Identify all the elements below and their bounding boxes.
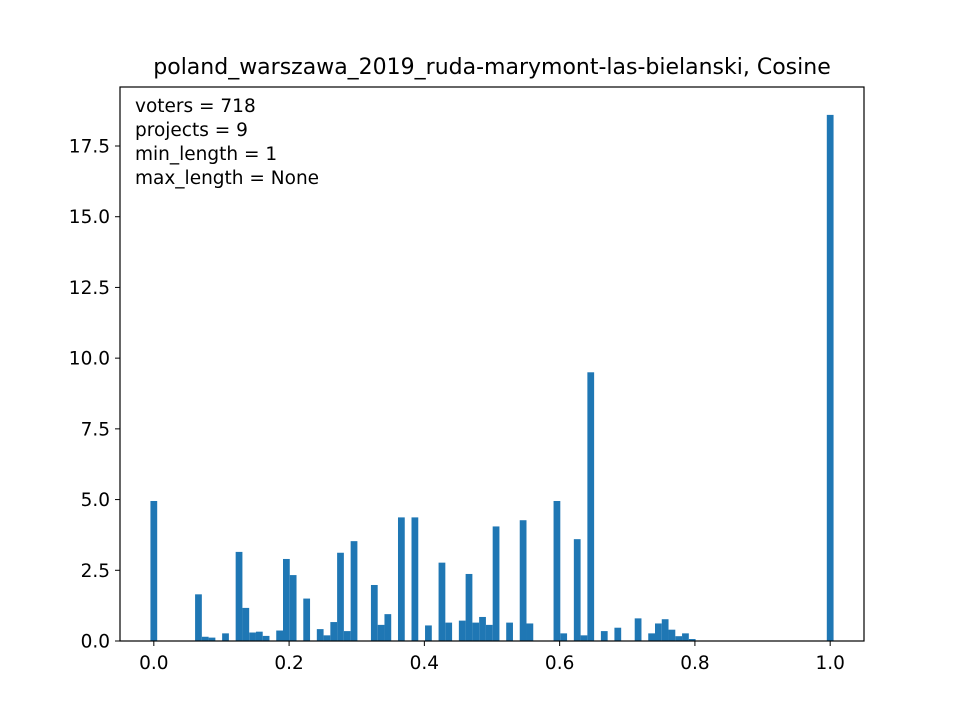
histogram-bar xyxy=(573,539,581,641)
histogram-bar xyxy=(262,635,270,641)
stats-annotation-line: min_length = 1 xyxy=(135,144,277,165)
histogram-bar xyxy=(323,635,331,641)
histogram-bar xyxy=(316,629,324,641)
x-tick-label: 0.4 xyxy=(410,653,439,674)
histogram-bar xyxy=(600,631,608,641)
histogram-bar xyxy=(276,630,283,641)
histogram-bar xyxy=(249,632,256,641)
histogram-bar xyxy=(526,623,534,641)
histogram-bar xyxy=(519,520,527,641)
histogram-bar xyxy=(826,114,834,641)
y-tick-label: 7.5 xyxy=(81,419,110,440)
y-tick-label: 10.0 xyxy=(69,349,110,370)
y-tick-label: 17.5 xyxy=(69,137,110,158)
histogram-bar xyxy=(337,552,344,641)
x-tick-label: 1.0 xyxy=(815,653,844,674)
histogram-bar xyxy=(377,624,385,641)
histogram-bar xyxy=(479,616,486,641)
histogram-bar xyxy=(438,562,446,641)
histogram-bar xyxy=(587,372,595,641)
histogram-bar xyxy=(560,633,568,641)
histogram-bar xyxy=(634,618,642,641)
bars-group xyxy=(150,114,834,641)
histogram-bar xyxy=(655,623,662,641)
histogram-bar xyxy=(235,551,243,641)
histogram-bar xyxy=(283,558,290,641)
stats-annotation-line: max_length = None xyxy=(135,168,319,189)
histogram-bar xyxy=(465,573,473,641)
plot-frame xyxy=(119,86,865,642)
histogram-bar xyxy=(397,517,405,641)
stats-annotations: voters = 718 projects = 9 min_length = 1 ma… xyxy=(135,96,319,189)
histogram-bar xyxy=(222,633,229,641)
histogram-bar xyxy=(289,575,297,641)
y-tick-label: 15.0 xyxy=(69,207,110,228)
histogram-bar xyxy=(425,625,432,641)
histogram-bar xyxy=(208,637,216,641)
histogram-bar xyxy=(411,517,419,641)
histogram-bar xyxy=(445,622,453,641)
x-tick-label: 0.0 xyxy=(139,653,168,674)
histogram-bar xyxy=(303,598,311,641)
histogram-bar xyxy=(506,622,513,641)
histogram-bar xyxy=(648,633,655,641)
histogram-bar xyxy=(675,636,683,641)
histogram-bar xyxy=(485,624,493,641)
histogram-bar xyxy=(580,635,588,641)
stats-annotation-line: projects = 9 xyxy=(135,120,248,141)
y-tick-label: 12.5 xyxy=(69,278,110,299)
histogram-bar xyxy=(614,627,622,641)
histogram-bar xyxy=(255,631,263,641)
y-tick-label: 0.0 xyxy=(81,632,110,653)
histogram-bar xyxy=(668,629,676,641)
x-tick-label: 0.8 xyxy=(680,653,709,674)
y-axis: 0.0 2.5 5.0 7.5 10.0 12.5 15.0 17.5 xyxy=(69,137,120,653)
histogram-bar xyxy=(458,620,466,641)
histogram-bar xyxy=(472,622,480,641)
stats-annotation-line: voters = 718 xyxy=(135,96,256,117)
histogram-bar xyxy=(195,594,202,641)
histogram-bar xyxy=(688,639,696,641)
histogram-bar xyxy=(682,633,689,641)
histogram-bar xyxy=(201,636,209,641)
x-tick-label: 0.6 xyxy=(545,653,574,674)
histogram-bar xyxy=(350,541,358,641)
histogram-bar xyxy=(370,584,378,641)
histogram-bar xyxy=(553,500,561,641)
histogram-bar xyxy=(384,614,392,641)
y-tick-label: 2.5 xyxy=(81,561,110,582)
histogram-bar xyxy=(343,631,351,641)
histogram-bar xyxy=(492,526,500,641)
x-axis: 0.0 0.2 0.4 0.6 0.8 1.0 xyxy=(139,641,845,674)
y-tick-label: 5.0 xyxy=(81,490,110,511)
histogram-bar xyxy=(330,622,338,641)
chart-title: poland_warszawa_2019_ruda-marymont-las-b… xyxy=(153,55,830,80)
histogram-bar xyxy=(150,500,158,641)
x-tick-label: 0.2 xyxy=(274,653,303,674)
histogram-bar xyxy=(661,619,669,641)
histogram-bar xyxy=(242,607,250,641)
